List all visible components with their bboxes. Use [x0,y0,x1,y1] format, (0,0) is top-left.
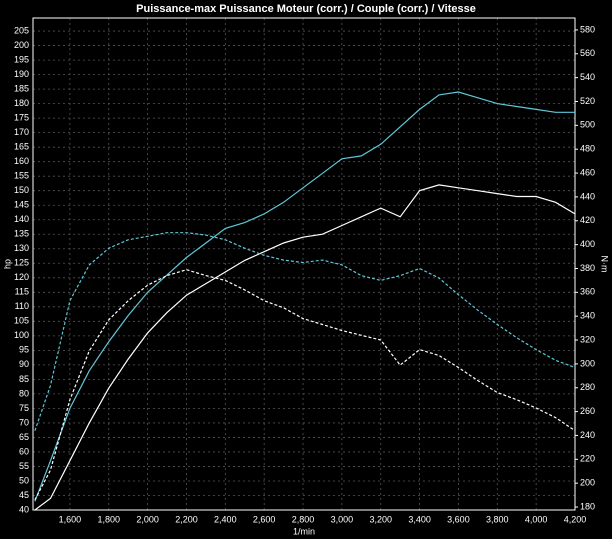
x-tick-label: 3,400 [408,514,431,524]
y-tick-label: 65 [19,432,29,442]
x-tick-label: 2,800 [292,514,315,524]
x-tick-label: 3,800 [486,514,509,524]
y-tick-label: 135 [14,229,29,239]
y2-tick-label: 520 [580,96,595,106]
y2-tick-label: 500 [580,120,595,130]
y2-axis-label: N·m [600,256,610,273]
x-tick-label: 1,600 [59,514,82,524]
plot-frame [32,17,576,511]
y-tick-label: 105 [14,316,29,326]
y-tick-label: 60 [19,446,29,456]
y-tick-label: 195 [14,54,29,64]
data-line [34,184,576,511]
y-tick-label: 165 [14,142,29,152]
y2-tick-label: 340 [580,311,595,321]
x-tick-label: 3,000 [331,514,354,524]
x-tick-label: 4,200 [564,514,587,524]
y-tick-label: 175 [14,113,29,123]
y-tick-label: 185 [14,83,29,93]
x-tick-label: 2,400 [214,514,237,524]
y-tick-label: 170 [14,127,29,137]
y-tick-label: 85 [19,374,29,384]
y-tick-label: 40 [19,504,29,514]
x-tick-label: 2,600 [253,514,276,524]
y2-tick-label: 460 [580,167,595,177]
y-tick-label: 110 [15,301,29,311]
x-tick-label: 3,200 [369,514,392,524]
y2-tick-label: 220 [580,454,595,464]
y2-tick-label: 320 [580,334,595,344]
y-tick-label: 100 [14,330,29,340]
y2-tick-label: 580 [580,24,595,34]
y-tick-label: 80 [19,388,29,398]
x-tick-label: 3,600 [447,514,470,524]
y2-tick-label: 360 [580,287,595,297]
y-tick-label: 155 [14,171,29,181]
y-tick-label: 115 [15,287,29,297]
y-tick-label: 205 [14,25,29,35]
y-tick-label: 70 [19,417,29,427]
y-tick-label: 55 [19,461,29,471]
y-tick-label: 75 [19,403,29,413]
y-tick-label: 145 [14,200,29,210]
x-tick-label: 2,000 [136,514,159,524]
y-tick-label: 180 [14,98,29,108]
y2-tick-label: 240 [580,430,595,440]
y2-tick-label: 540 [580,72,595,82]
y-tick-label: 90 [19,359,29,369]
data-line [34,269,576,501]
y2-tick-label: 400 [580,239,595,249]
y-tick-label: 130 [14,243,29,253]
y2-tick-label: 440 [580,191,595,201]
y-tick-label: 150 [14,185,29,195]
y-tick-label: 160 [14,156,29,166]
y2-tick-label: 300 [580,358,595,368]
data-line [34,232,576,431]
y2-tick-label: 480 [580,144,595,154]
y-axis-label: hp [2,259,12,269]
y-tick-label: 45 [19,490,29,500]
y-tick-label: 190 [14,69,29,79]
y2-tick-label: 560 [580,48,595,58]
y-tick-label: 95 [19,345,29,355]
x-tick-label: 4,000 [525,514,548,524]
data-line [34,91,575,502]
x-tick-label: 2,200 [175,514,198,524]
y2-tick-label: 420 [580,215,595,225]
y-tick-label: 125 [14,258,29,268]
x-tick-label: 1,800 [97,514,120,524]
y2-tick-label: 200 [580,478,595,488]
y-tick-label: 140 [14,214,29,224]
y-tick-label: 50 [19,475,29,485]
y2-tick-label: 380 [580,263,595,273]
y2-tick-label: 180 [580,501,595,511]
y2-tick-label: 260 [580,406,595,416]
x-axis-label: 1/min [293,526,315,536]
chart-title: Puissance-max Puissance Moteur (corr.) /… [136,3,476,15]
y-tick-label: 120 [14,272,29,282]
y2-tick-label: 280 [580,382,595,392]
y-tick-label: 200 [14,40,29,50]
